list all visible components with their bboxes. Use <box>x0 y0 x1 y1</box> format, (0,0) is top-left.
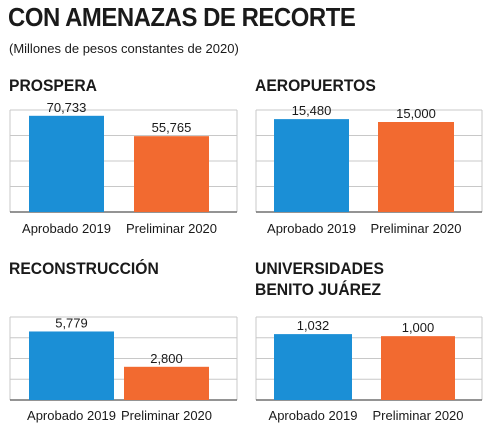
bar-chart-3: 1,032 Aprobado 2019 1,000 Preliminar 2020 <box>255 316 483 423</box>
page-title: CON AMENAZAS DE RECORTE <box>8 2 356 32</box>
bar-preliminar <box>381 336 455 400</box>
bar-aprobado <box>29 331 114 400</box>
x-tick-label: Preliminar 2020 <box>370 221 461 236</box>
chart-title-prospera: PROSPERA <box>9 77 97 95</box>
bar-preliminar <box>124 366 209 400</box>
bar-chart-0: 70,733 Aprobado 2019 55,765 Preliminar 2020 <box>9 100 238 236</box>
x-tick-label: Aprobado 2019 <box>269 408 358 423</box>
page-subtitle: (Millones de pesos constantes de 2020) <box>9 41 239 56</box>
data-label: 15,480 <box>292 103 332 118</box>
bar-preliminar <box>134 136 209 212</box>
data-label: 2,800 <box>150 351 183 366</box>
data-label: 5,779 <box>55 315 88 330</box>
data-label: 1,000 <box>402 320 435 335</box>
x-tick-label: Preliminar 2020 <box>121 408 212 423</box>
data-label: 1,032 <box>297 318 330 333</box>
bar-aprobado <box>274 334 352 400</box>
bar-chart-2: 5,779 Aprobado 2019 2,800 Preliminar 2020 <box>9 315 238 423</box>
chart-title-universidades: UNIVERSIDADES BENITO JUÁREZ <box>255 259 384 301</box>
data-label: 15,000 <box>396 106 436 121</box>
data-label: 70,733 <box>47 100 87 115</box>
chart-title-line: BENITO JUÁREZ <box>255 281 382 299</box>
chart-title-line: UNIVERSIDADES <box>255 260 384 278</box>
x-tick-label: Aprobado 2019 <box>267 221 356 236</box>
bar-preliminar <box>378 122 454 212</box>
x-tick-label: Preliminar 2020 <box>126 221 217 236</box>
chart-title-reconstruccion: RECONSTRUCCIÓN <box>9 260 159 278</box>
x-tick-label: Preliminar 2020 <box>372 408 463 423</box>
x-tick-label: Aprobado 2019 <box>27 408 116 423</box>
bar-aprobado <box>29 115 104 212</box>
data-label: 55,765 <box>152 120 192 135</box>
x-tick-label: Aprobado 2019 <box>22 221 111 236</box>
chart-title-aeropuertos: AEROPUERTOS <box>255 77 376 95</box>
bar-chart-1: 15,480 Aprobado 2019 15,000 Preliminar 2020 <box>255 103 483 236</box>
bar-aprobado <box>274 119 349 212</box>
